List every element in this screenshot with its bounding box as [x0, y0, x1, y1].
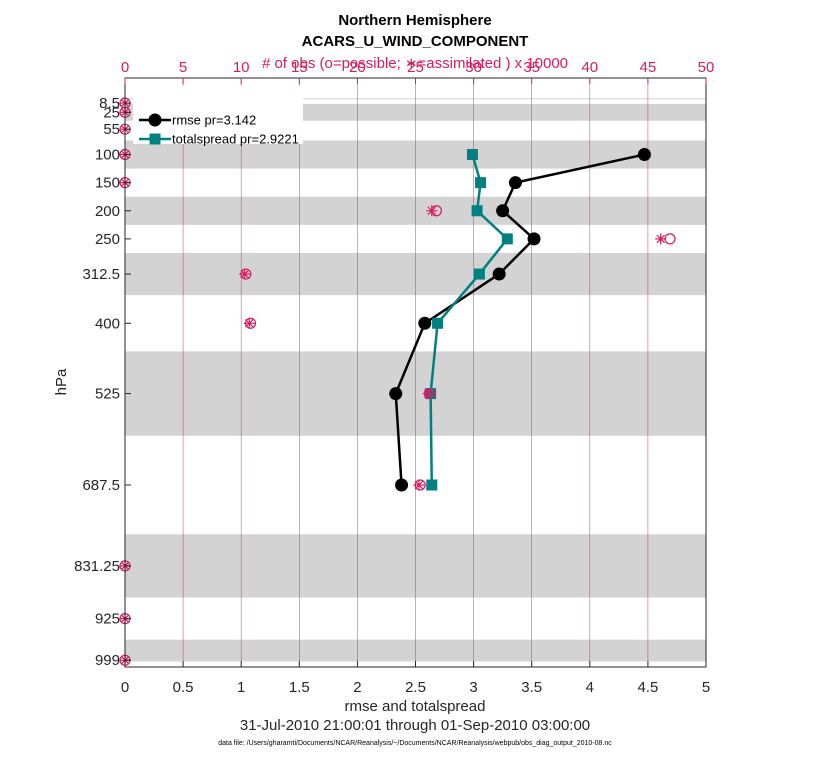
top-tick-label: 40 [581, 59, 598, 76]
rmse-marker [395, 478, 409, 492]
spread-marker [473, 268, 485, 280]
y-tick-label: 150 [95, 175, 120, 192]
legend-spread-label: totalspread pr=2.9221 [172, 132, 299, 147]
axis-ticks: 0 0.5 1 1.5 2 2.5 3 3.5 4 4.5 50 5 10 15 20 25 30 35 40 45 5… [74, 59, 714, 696]
x-tick-label: 1 [237, 679, 245, 696]
y-tick-label: 8.5 [99, 95, 120, 112]
x-tick-label: 2.5 [405, 679, 426, 696]
legend: rmse pr=3.142 totalspread pr=2.9221 [133, 86, 303, 147]
top-tick-label: 20 [349, 59, 366, 76]
spread-marker [432, 317, 444, 329]
x-tick-label: 4.5 [637, 679, 658, 696]
chart-title: Northern Hemisphere [338, 12, 491, 29]
rmse-marker [527, 232, 541, 246]
rmse-marker [418, 316, 432, 330]
y-tick-label: 200 [95, 203, 120, 220]
x-tick-label: 2 [353, 679, 361, 696]
y-tick-label: 999 [95, 652, 120, 669]
obs-assimilated-marker [422, 388, 434, 400]
x-tick-label: 4 [586, 679, 594, 696]
legend-rmse-label: rmse pr=3.142 [172, 113, 256, 128]
top-axis-label: # of obs (o=possible; ∗=assimilated ) x … [262, 55, 568, 72]
obs-assimilated-marker [655, 233, 667, 245]
chart-subtitle: ACARS_U_WIND_COMPONENT [302, 33, 529, 50]
legend-spread-marker [149, 133, 161, 145]
y-tick-label: 250 [95, 231, 120, 248]
date-range: 31-Jul-2010 21:00:01 through 01-Sep-2010… [240, 717, 590, 734]
spread-marker [501, 233, 513, 245]
spread-marker [466, 149, 478, 161]
y-tick-label: 400 [95, 315, 120, 332]
y-tick-label: 687.5 [82, 477, 120, 494]
top-tick-label: 25 [407, 59, 424, 76]
y-tick-label: 831.25 [74, 558, 120, 575]
obs-assimilated-marker [426, 205, 438, 217]
top-tick-label: 45 [640, 59, 657, 76]
y-tick-label: 525 [95, 386, 120, 403]
top-tick-label: 30 [465, 59, 482, 76]
x-tick-label: 1.5 [289, 679, 310, 696]
x-tick-label: 0.5 [173, 679, 194, 696]
legend-box [133, 86, 303, 144]
rmse-marker [492, 267, 506, 281]
rmse-marker [389, 387, 403, 401]
legend-rmse-marker [148, 113, 162, 127]
rmse-marker [508, 176, 522, 190]
x-tick-label: 3 [469, 679, 477, 696]
rmse-marker [637, 148, 651, 162]
x-axis-label: rmse and totalspread [345, 698, 486, 715]
spread-marker [426, 479, 438, 491]
top-tick-label: 5 [179, 59, 187, 76]
spread-marker [471, 205, 483, 217]
y-tick-label: 100 [95, 147, 120, 164]
y-tick-label: 25 [103, 104, 120, 121]
obs-assimilated-marker [243, 317, 255, 329]
y-tick-label: 925 [95, 611, 120, 628]
x-tick-label: 0 [121, 679, 129, 696]
x-tick-label: 5 [702, 679, 710, 696]
top-tick-label: 15 [291, 59, 308, 76]
top-tick-label: 50 [698, 59, 715, 76]
top-tick-label: 0 [121, 59, 129, 76]
y-tick-label: 55 [103, 121, 120, 138]
rmse-marker [496, 204, 510, 218]
data-series [389, 148, 651, 492]
top-tick-label: 10 [233, 59, 250, 76]
top-tick-label: 35 [523, 59, 540, 76]
spread-marker [475, 177, 487, 189]
x-tick-label: 3.5 [521, 679, 542, 696]
obs-assimilated-marker [413, 479, 425, 491]
obs-assimilated-marker [239, 268, 251, 280]
data-file-footnote: data file: /Users/gharamti/Documents/NCA… [218, 740, 612, 747]
y-axis-label: hPa [53, 368, 70, 395]
y-tick-label: 312.5 [82, 266, 120, 283]
